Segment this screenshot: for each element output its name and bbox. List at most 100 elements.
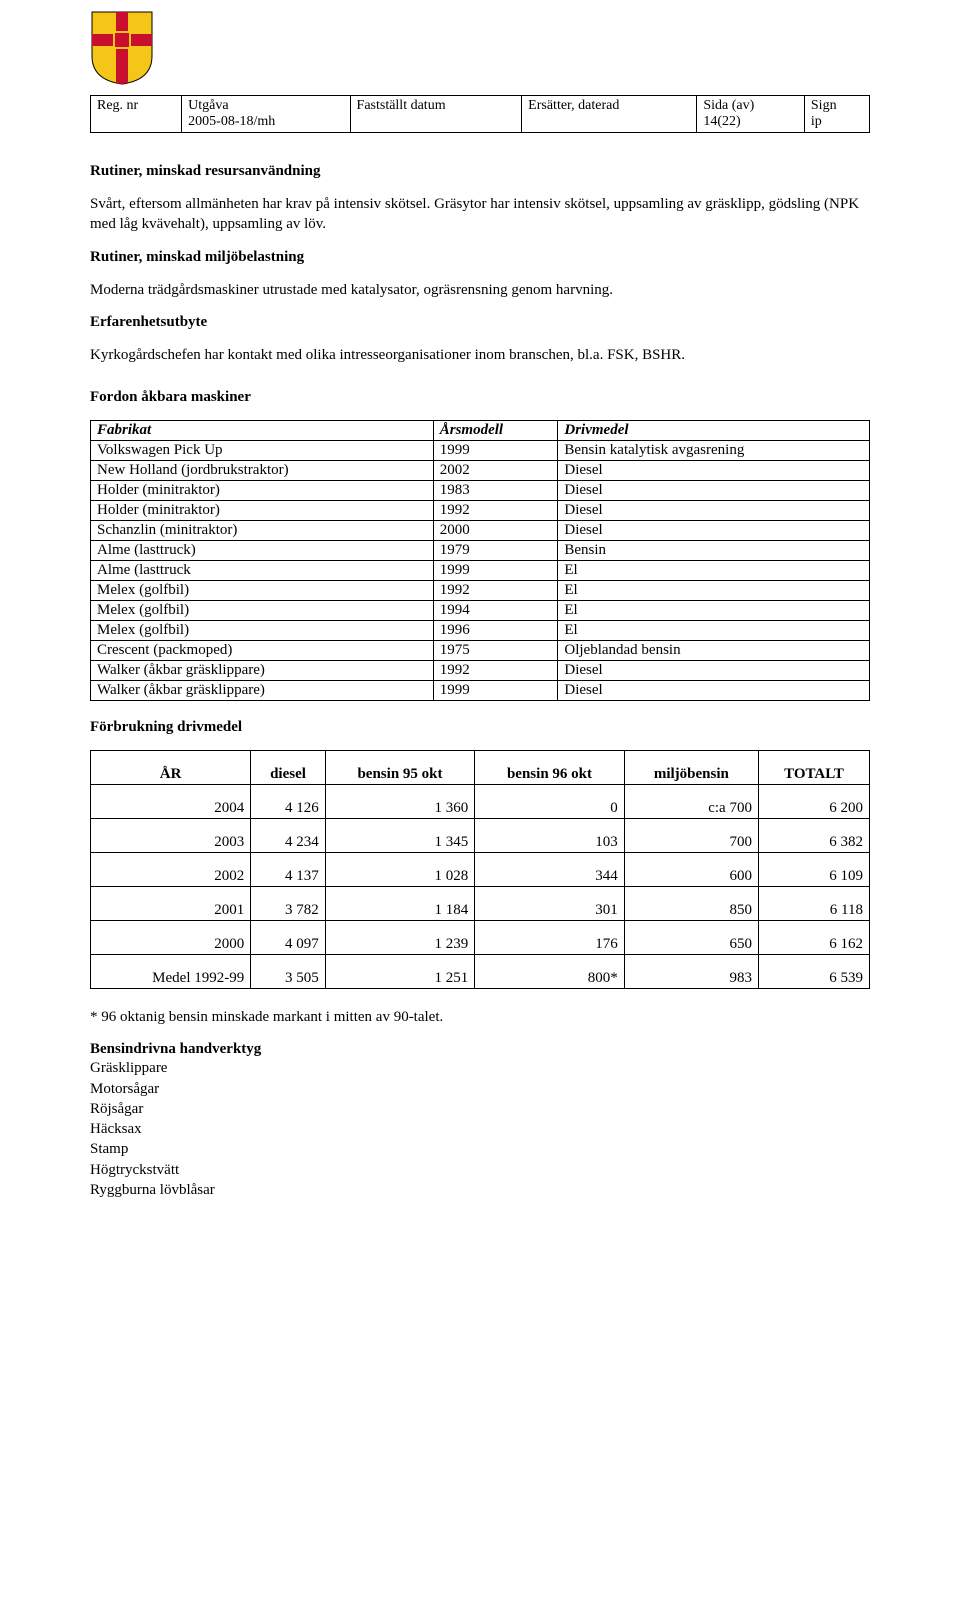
- table-cell: Volkswagen Pick Up: [91, 441, 434, 461]
- table-cell: El: [558, 621, 870, 641]
- table-cell: 344: [475, 853, 625, 887]
- doc-header-table: Reg. nrUtgåva2005-08-18/mhFastställt dat…: [90, 95, 870, 133]
- table-row: Alme (lasttruck1999El: [91, 561, 870, 581]
- table-row: Holder (minitraktor)1992Diesel: [91, 501, 870, 521]
- table-cell: 6 200: [758, 785, 869, 819]
- table-cell: 4 234: [251, 819, 325, 853]
- table-row: 20004 0971 2391766506 162: [91, 921, 870, 955]
- table-cell: Diesel: [558, 521, 870, 541]
- table-cell: 6 382: [758, 819, 869, 853]
- table-row: Crescent (packmoped)1975Oljeblandad bens…: [91, 641, 870, 661]
- table-cell: Melex (golfbil): [91, 621, 434, 641]
- fuel-col: TOTALT: [758, 751, 869, 785]
- table-cell: 850: [624, 887, 758, 921]
- table-cell: 1 251: [325, 955, 475, 989]
- table-cell: 6 539: [758, 955, 869, 989]
- table-cell: 6 109: [758, 853, 869, 887]
- table-cell: 6 162: [758, 921, 869, 955]
- table-row: Volkswagen Pick Up1999Bensin katalytisk …: [91, 441, 870, 461]
- table-cell: 600: [624, 853, 758, 887]
- table-cell: 4 137: [251, 853, 325, 887]
- table-cell: 2002: [433, 461, 558, 481]
- section-title-fordon: Fordon åkbara maskiner: [90, 389, 870, 406]
- table-cell: Oljeblandad bensin: [558, 641, 870, 661]
- list-item: Högtryckstvätt: [90, 1160, 870, 1180]
- header-cell: Utgåva2005-08-18/mh: [182, 96, 350, 133]
- header-cell: Fastställt datum: [350, 96, 522, 133]
- vehicles-table: FabrikatÅrsmodellDrivmedel Volkswagen Pi…: [90, 420, 870, 701]
- section-title-erfarenhet: Erfarenhetsutbyte: [90, 314, 870, 331]
- table-cell: Holder (minitraktor): [91, 501, 434, 521]
- table-cell: Diesel: [558, 461, 870, 481]
- table-cell: 6 118: [758, 887, 869, 921]
- table-cell: 301: [475, 887, 625, 921]
- table-cell: c:a 700: [624, 785, 758, 819]
- table-row: 20024 1371 0283446006 109: [91, 853, 870, 887]
- vehicles-col: Årsmodell: [433, 421, 558, 441]
- section-title-miljo: Rutiner, minskad miljöbelastning: [90, 249, 870, 266]
- table-cell: 2000: [91, 921, 251, 955]
- table-cell: Diesel: [558, 661, 870, 681]
- table-cell: 176: [475, 921, 625, 955]
- table-cell: New Holland (jordbrukstraktor): [91, 461, 434, 481]
- table-cell: 983: [624, 955, 758, 989]
- table-cell: 1 184: [325, 887, 475, 921]
- table-row: Walker (åkbar gräsklippare)1992Diesel: [91, 661, 870, 681]
- table-cell: 4 126: [251, 785, 325, 819]
- list-item: Gräsklippare: [90, 1058, 870, 1078]
- table-cell: 103: [475, 819, 625, 853]
- table-cell: 0: [475, 785, 625, 819]
- header-cell: Reg. nr: [91, 96, 182, 133]
- list-item: Häcksax: [90, 1119, 870, 1139]
- tool-list: GräsklippareMotorsågarRöjsågarHäcksaxSta…: [90, 1058, 870, 1200]
- list-item: Stamp: [90, 1139, 870, 1159]
- table-row: 20044 1261 3600c:a 7006 200: [91, 785, 870, 819]
- table-cell: Walker (åkbar gräsklippare): [91, 661, 434, 681]
- table-row: Melex (golfbil)1996El: [91, 621, 870, 641]
- table-row: 20034 2341 3451037006 382: [91, 819, 870, 853]
- table-row: Walker (åkbar gräsklippare)1999Diesel: [91, 681, 870, 701]
- vehicles-col: Drivmedel: [558, 421, 870, 441]
- section-body-erfarenhet: Kyrkogårdschefen har kontakt med olika i…: [90, 345, 870, 365]
- list-item: Röjsågar: [90, 1099, 870, 1119]
- table-cell: Crescent (packmoped): [91, 641, 434, 661]
- table-cell: El: [558, 561, 870, 581]
- table-cell: 1975: [433, 641, 558, 661]
- table-cell: 1983: [433, 481, 558, 501]
- fuel-col: bensin 96 okt: [475, 751, 625, 785]
- table-cell: 4 097: [251, 921, 325, 955]
- fuel-col: miljöbensin: [624, 751, 758, 785]
- table-cell: Walker (åkbar gräsklippare): [91, 681, 434, 701]
- table-row: New Holland (jordbrukstraktor)2002Diesel: [91, 461, 870, 481]
- table-cell: 1994: [433, 601, 558, 621]
- table-row: Alme (lasttruck)1979Bensin: [91, 541, 870, 561]
- table-cell: 1 345: [325, 819, 475, 853]
- fuel-col: ÅR: [91, 751, 251, 785]
- table-row: Medel 1992-993 5051 251800*9836 539: [91, 955, 870, 989]
- section-body-miljo: Moderna trädgårdsmaskiner utrustade med …: [90, 280, 870, 300]
- table-cell: 1999: [433, 441, 558, 461]
- table-cell: 1999: [433, 681, 558, 701]
- table-cell: Alme (lasttruck): [91, 541, 434, 561]
- table-cell: 1 028: [325, 853, 475, 887]
- table-cell: Schanzlin (minitraktor): [91, 521, 434, 541]
- table-cell: Melex (golfbil): [91, 601, 434, 621]
- table-cell: 2004: [91, 785, 251, 819]
- table-cell: 2000: [433, 521, 558, 541]
- header-cell: Signip: [804, 96, 869, 133]
- table-row: Schanzlin (minitraktor)2000Diesel: [91, 521, 870, 541]
- table-row: Holder (minitraktor)1983Diesel: [91, 481, 870, 501]
- section-body-resurs: Svårt, eftersom allmänheten har krav på …: [90, 194, 870, 235]
- section-title-forbrukning: Förbrukning drivmedel: [90, 719, 870, 736]
- table-cell: El: [558, 601, 870, 621]
- table-cell: 1992: [433, 501, 558, 521]
- table-cell: Diesel: [558, 481, 870, 501]
- table-cell: 650: [624, 921, 758, 955]
- table-cell: Medel 1992-99: [91, 955, 251, 989]
- fuel-col: diesel: [251, 751, 325, 785]
- table-row: 20013 7821 1843018506 118: [91, 887, 870, 921]
- table-cell: Holder (minitraktor): [91, 481, 434, 501]
- crest-icon: [90, 10, 154, 86]
- table-cell: Melex (golfbil): [91, 581, 434, 601]
- table-cell: 1979: [433, 541, 558, 561]
